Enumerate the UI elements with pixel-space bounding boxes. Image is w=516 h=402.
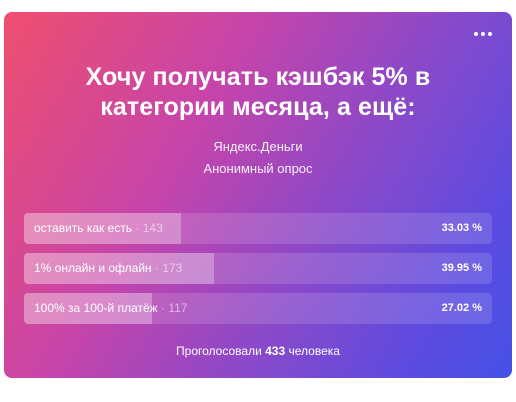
- answer-label: оставить как есть: [34, 221, 133, 235]
- poll-card: Хочу получать кэшбэк 5% в категории меся…: [4, 12, 512, 378]
- answer-label: 100% за 100-й платёж: [34, 301, 158, 315]
- poll-footer: Проголосовали 433 человека: [4, 344, 512, 358]
- answer-fill-bar: [24, 293, 153, 324]
- answer-fill-bar: [24, 253, 214, 284]
- poll-author[interactable]: Яндекс.Деньги: [213, 139, 303, 154]
- poll-answer[interactable]: 100% за 100-й платёж · 117 27.02 %: [24, 293, 492, 324]
- answer-count: · 173: [155, 261, 183, 275]
- answer-percent: 39.95 %: [441, 262, 482, 274]
- answer-text: 1% онлайн и офлайн · 173: [34, 253, 182, 284]
- answer-percent: 27.02 %: [441, 302, 482, 314]
- footer-vote-count[interactable]: 433: [265, 344, 286, 358]
- answer-text: 100% за 100-й платёж · 117: [34, 293, 188, 324]
- poll-answer[interactable]: оставить как есть · 143 33.03 %: [24, 213, 492, 244]
- poll-question: Хочу получать кэшбэк 5% в категории меся…: [85, 63, 431, 121]
- poll-answers: оставить как есть · 143 33.03 % 1% онлай…: [24, 213, 492, 333]
- more-options-icon[interactable]: [474, 30, 496, 38]
- answer-count: · 143: [135, 221, 163, 235]
- answer-percent: 33.03 %: [441, 222, 482, 234]
- answer-fill-bar: [24, 213, 181, 244]
- poll-answer[interactable]: 1% онлайн и офлайн · 173 39.95 %: [24, 253, 492, 284]
- footer-prefix: Проголосовали: [176, 344, 262, 358]
- answer-count: · 117: [161, 301, 188, 315]
- footer-suffix: человека: [288, 344, 340, 358]
- answer-label: 1% онлайн и офлайн: [34, 261, 152, 275]
- answer-text: оставить как есть · 143: [34, 213, 163, 244]
- poll-type: Анонимный опрос: [203, 161, 313, 176]
